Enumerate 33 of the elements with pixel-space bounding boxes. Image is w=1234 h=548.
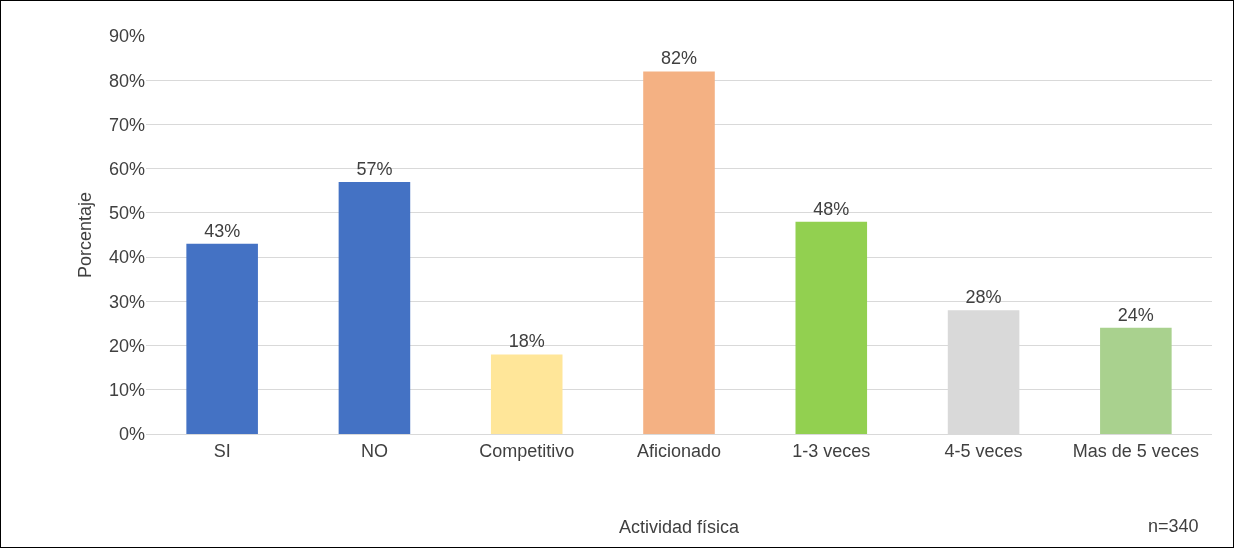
y-tick-label: 60% (108, 158, 145, 179)
bar (338, 181, 411, 434)
bar (643, 71, 715, 434)
y-tick-label: 20% (108, 335, 145, 356)
y-tick-label: 10% (108, 380, 145, 401)
y-tick-label: 50% (108, 203, 145, 224)
text: n=340 (1148, 516, 1199, 536)
data-label: 48% (813, 198, 850, 219)
bar (186, 243, 258, 434)
bar (795, 221, 868, 434)
y-tick-label: 90% (108, 26, 145, 47)
y-tick-label: 40% (108, 247, 145, 268)
data-label: 18% (508, 331, 545, 352)
bar (490, 354, 563, 434)
x-tick-label: Aficionado (636, 440, 722, 461)
y-tick-label: 70% (108, 114, 145, 135)
y-tick-label: 30% (108, 291, 145, 312)
x-tick-label: 1-3 veces (792, 440, 871, 461)
bar (1100, 327, 1172, 434)
data-label: 24% (1117, 304, 1154, 325)
x-tick-label: Mas de 5 veces (1072, 440, 1199, 461)
x-tick-label: 4-5 veces (944, 440, 1023, 461)
data-label: 43% (204, 220, 241, 241)
x-axis-title: Actividad física (618, 516, 741, 537)
data-label: 57% (356, 158, 393, 179)
y-tick-label: 80% (108, 70, 145, 91)
x-tick-label: SI (213, 440, 231, 461)
x-tick-label: Competitivo (479, 440, 575, 461)
data-label: 28% (965, 287, 1002, 308)
y-axis-title: Porcentaje (75, 191, 96, 279)
x-tick-label: NO (360, 440, 388, 461)
data-label: 82% (660, 48, 698, 69)
y-tick-label: 0% (118, 424, 145, 445)
